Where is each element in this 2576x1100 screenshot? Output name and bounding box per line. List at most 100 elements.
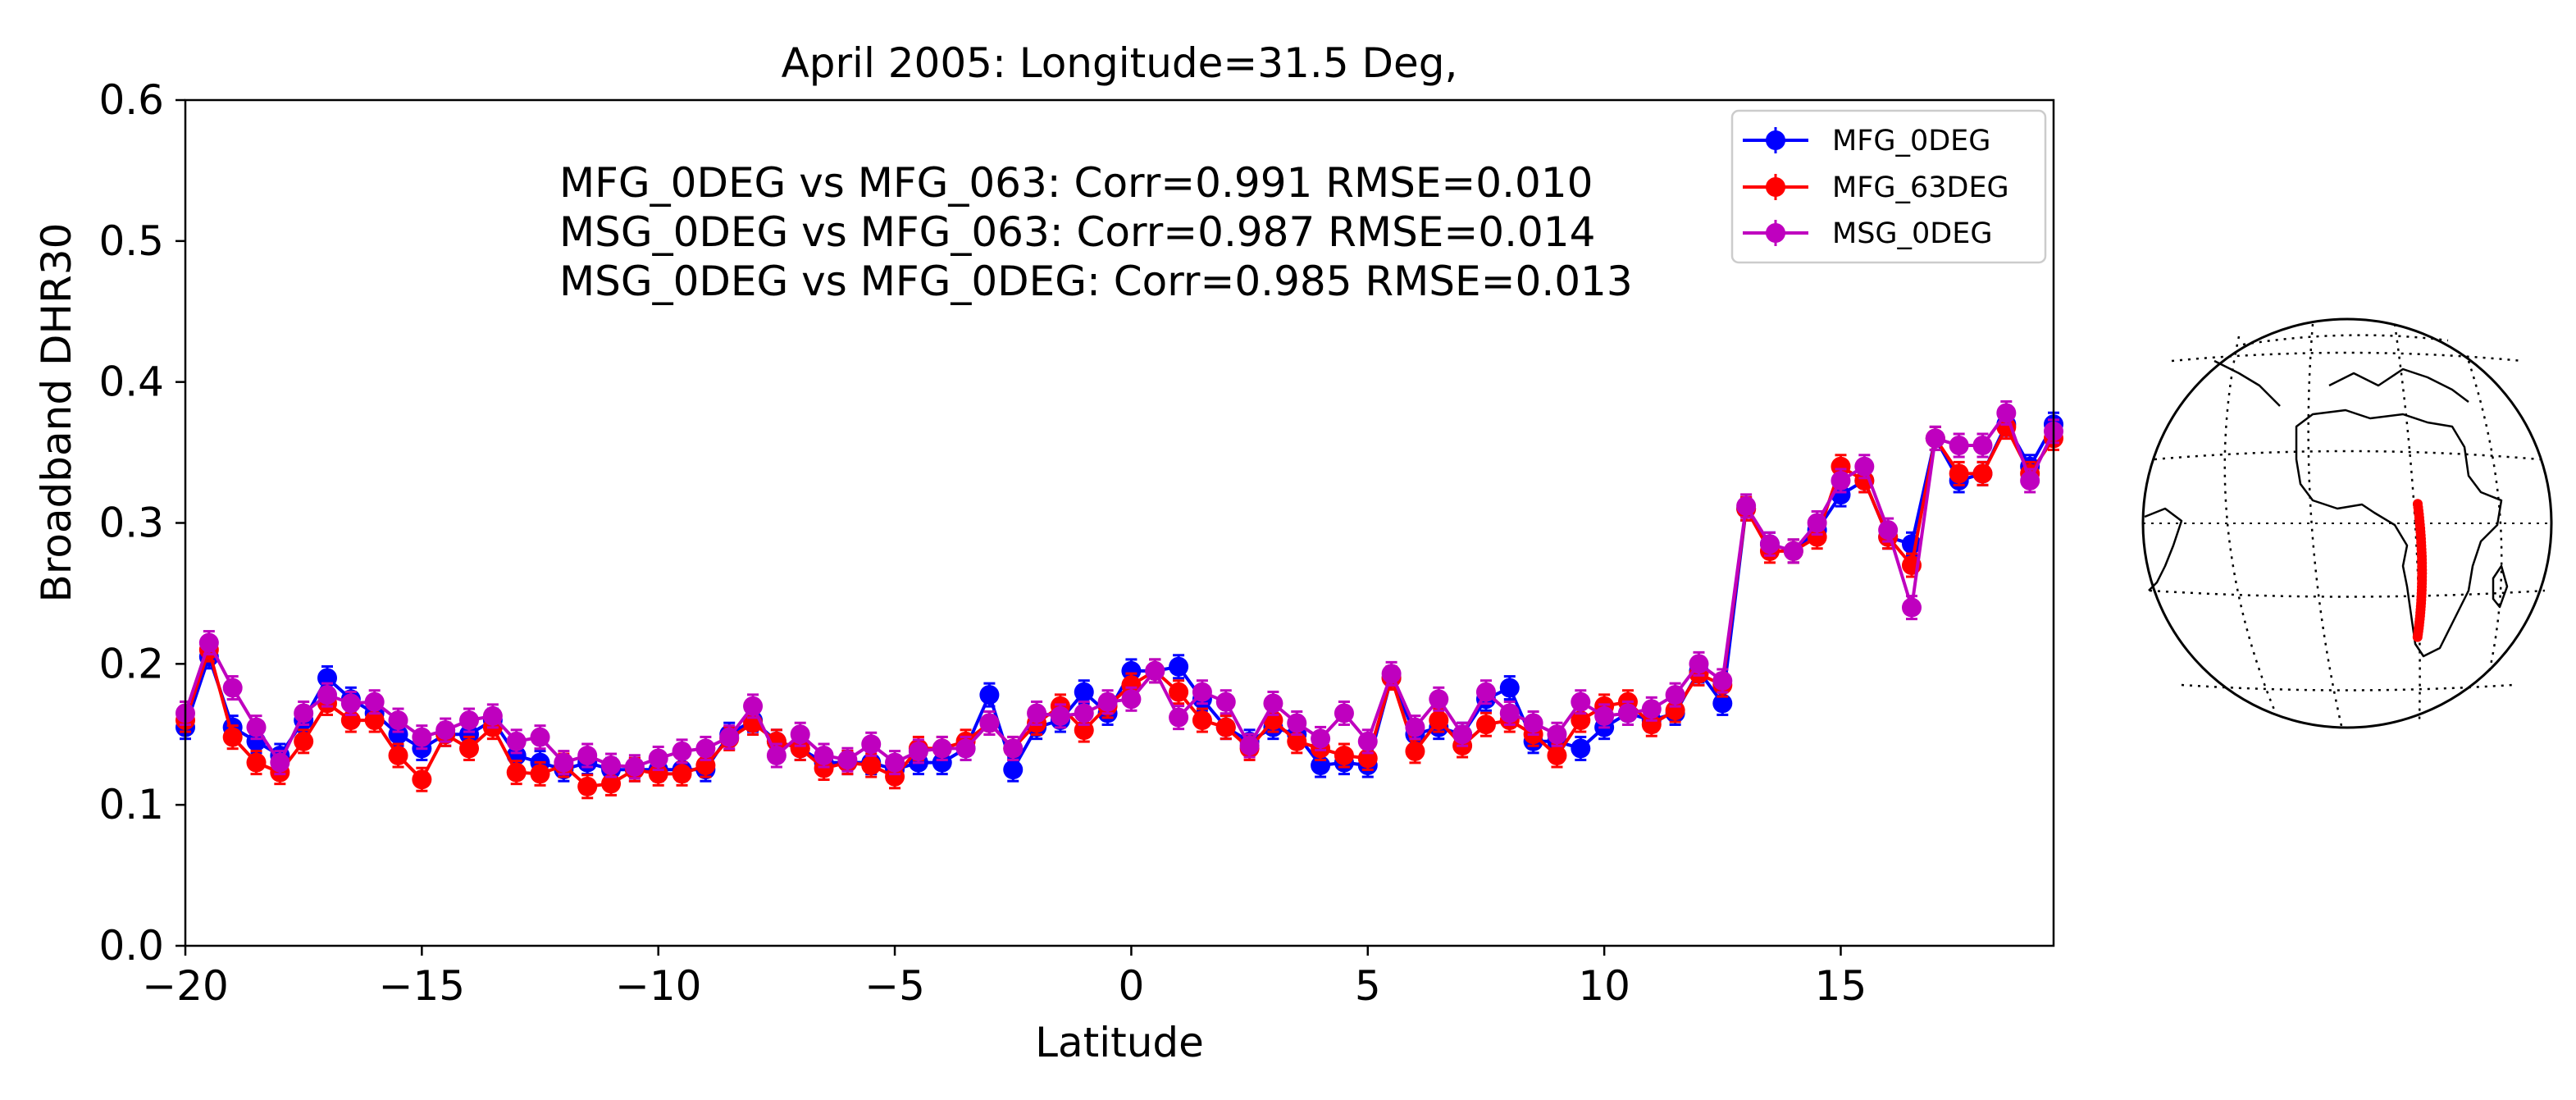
data-point [388, 724, 408, 745]
data-point [294, 703, 314, 723]
data-point [388, 710, 408, 731]
data-point [1050, 705, 1070, 726]
data-point [2020, 470, 2040, 491]
globe-coastlines [2144, 359, 2509, 658]
data-point [459, 738, 480, 759]
data-point [506, 731, 527, 751]
data-point [1617, 703, 1638, 723]
data-point [530, 727, 550, 747]
data-point [1807, 527, 1827, 547]
data-point [1287, 731, 1307, 751]
data-point [1192, 682, 1212, 702]
data-point [1665, 685, 1685, 705]
x-tick-label: −5 [864, 962, 925, 1010]
y-axis-label: Broadband DHR30 [33, 223, 80, 603]
data-point [1121, 689, 1142, 710]
data-point [1074, 682, 1094, 702]
data-point [412, 727, 432, 747]
x-tick-label: 15 [1815, 962, 1867, 1010]
data-point [1263, 693, 1283, 714]
graticule-parallel [2242, 334, 2449, 346]
data-point [459, 710, 480, 731]
data-point [1215, 717, 1236, 737]
data-point [1334, 746, 1354, 766]
data-point [222, 727, 243, 747]
data-point [1192, 710, 1212, 731]
data-point [648, 748, 668, 769]
legend-label-msg-0deg: MSG_0DEG [1832, 217, 1993, 250]
x-tick-label: −10 [615, 962, 702, 1010]
data-point [1712, 670, 1733, 691]
y-tick-label: 0.2 [98, 640, 164, 687]
data-point [222, 678, 243, 698]
data-point [932, 752, 952, 773]
y-axis-ticks: 0.0 0.1 0.2 0.3 0.4 0.5 0.6 [98, 76, 185, 970]
annotation-group: MFG_0DEG vs MFG_063: Corr=0.991 RMSE=0.0… [559, 159, 1633, 305]
data-point [388, 746, 408, 766]
x-tick-label: 5 [1355, 962, 1381, 1010]
data-point [1429, 689, 1449, 710]
graticule-meridian [2223, 335, 2277, 714]
y-tick-label: 0.0 [98, 922, 164, 970]
data-point [885, 766, 905, 787]
data-point [364, 691, 385, 712]
data-point [672, 741, 692, 761]
data-point [1571, 738, 1591, 759]
x-axis-label: Latitude [1035, 1019, 1204, 1066]
legend-entry-mfg-63deg: MFG_63DEG [1743, 171, 2009, 204]
legend-marker-mfg-0deg [1766, 130, 1785, 150]
series-layer [176, 399, 2063, 800]
x-tick-label: 10 [1578, 962, 1630, 1010]
data-point [1831, 456, 1851, 477]
annotation-line: MSG_0DEG vs MFG_063: Corr=0.987 RMSE=0.0… [559, 208, 1595, 256]
data-point [1429, 710, 1449, 731]
globe-inset [2141, 317, 2553, 729]
y-tick-label: 0.5 [98, 217, 164, 265]
data-point [577, 776, 598, 796]
data-point [908, 741, 928, 761]
graticule-parallel [2149, 589, 2546, 598]
data-point [1949, 435, 1969, 455]
y-tick-label: 0.1 [98, 781, 164, 828]
data-point [1027, 703, 1047, 723]
data-point [955, 738, 976, 759]
data-point [1357, 731, 1378, 751]
data-point [814, 746, 834, 766]
data-point [435, 720, 456, 741]
data-point [554, 752, 574, 773]
chart-title: April 2005: Longitude=31.5 Deg, [782, 39, 1458, 87]
data-point [1571, 691, 1591, 712]
africa-coastline [2295, 409, 2503, 658]
data-point [1831, 470, 1851, 491]
data-point [932, 738, 952, 759]
data-point [1972, 463, 1993, 484]
data-point [1287, 713, 1307, 733]
north-america-coastline [2214, 359, 2281, 407]
legend-label-mfg-63deg: MFG_63DEG [1832, 171, 2009, 204]
data-point [1381, 664, 1402, 684]
data-point [482, 705, 503, 726]
globe-graticule [2149, 323, 2546, 727]
data-point [1689, 654, 1709, 674]
data-point [1807, 513, 1827, 533]
plot-frame [184, 98, 2055, 947]
legend-entry-msg-0deg: MSG_0DEG [1743, 217, 1993, 250]
graticule-parallel [2181, 683, 2514, 691]
data-point [246, 717, 267, 737]
y-tick-label: 0.4 [98, 358, 164, 406]
data-point [1499, 703, 1520, 723]
data-point [1547, 724, 1567, 745]
data-point [719, 727, 740, 747]
data-point [1571, 710, 1591, 731]
annotation-line: MSG_0DEG vs MFG_0DEG: Corr=0.985 RMSE=0.… [559, 258, 1633, 305]
data-point [1972, 435, 1993, 455]
legend: MFG_0DEG MFG_63DEG MSG_0DEG [1730, 109, 2047, 264]
data-point [530, 764, 550, 784]
data-point [246, 752, 267, 773]
data-point [1169, 656, 1189, 677]
legend-marker-msg-0deg [1766, 223, 1785, 243]
graticule-parallel [2171, 351, 2524, 363]
data-point [1925, 428, 1945, 449]
x-axis-ticks: −20 −15 −10 −5 0 5 10 15 [142, 946, 1867, 1010]
